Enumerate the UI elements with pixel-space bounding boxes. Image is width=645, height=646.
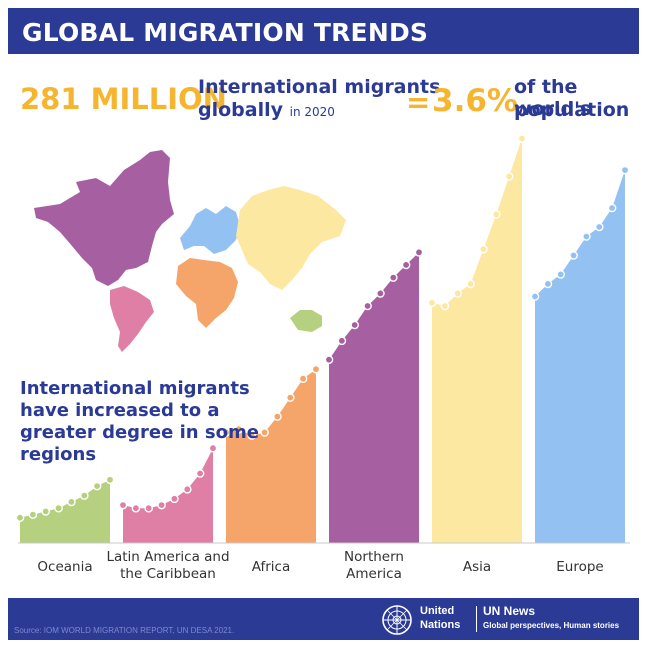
category-label-northern-america-1: America	[346, 566, 402, 582]
data-point-northern-america-4	[376, 289, 385, 298]
data-point-europe-3	[569, 251, 578, 260]
data-point-asia-1	[440, 301, 450, 311]
data-point-africa-6	[298, 374, 308, 384]
data-point-northern-america-2	[350, 320, 360, 330]
data-point-latin-america-and-the-caribbean-0	[118, 500, 128, 510]
data-point-europe-2	[556, 270, 566, 279]
data-point-oceania-7	[105, 475, 115, 485]
un-wordmark: United Nations	[420, 604, 460, 632]
header-bar: GLOBAL MIGRATION TRENDS	[8, 8, 639, 54]
share-desc-line1: of the world's	[514, 76, 592, 120]
data-point-northern-america-0	[324, 355, 334, 365]
data-point-latin-america-and-the-caribbean-4	[170, 494, 179, 504]
data-point-asia-3	[466, 279, 475, 289]
migrants-year: in 2020	[289, 105, 335, 119]
data-point-oceania-4	[67, 497, 76, 507]
category-label-latin-america-and-the-caribbean-1: the Caribbean	[120, 566, 216, 582]
data-point-oceania-6	[92, 481, 102, 491]
data-point-latin-america-and-the-caribbean-1	[131, 503, 141, 513]
map-region-latin-america	[110, 286, 154, 352]
data-point-europe-0	[530, 292, 540, 301]
world-map	[34, 150, 346, 352]
data-point-oceania-1	[28, 510, 38, 519]
data-point-latin-america-and-the-caribbean-7	[208, 443, 218, 453]
migrants-desc-line2: globally in 2020	[198, 99, 335, 121]
area-latin-america-and-the-caribbean	[123, 448, 213, 543]
source-note: Source: IOM WORLD MIGRATION REPORT, UN D…	[14, 626, 235, 635]
data-point-europe-6	[607, 203, 617, 213]
data-point-northern-america-3	[363, 301, 372, 311]
equals-sign: =	[406, 85, 431, 119]
data-point-latin-america-and-the-caribbean-5	[182, 484, 192, 494]
data-point-europe-5	[595, 222, 604, 232]
share-value: 3.6%	[432, 83, 518, 119]
un-wordmark-line2: Nations	[420, 619, 461, 631]
migrants-number: 281 MILLION	[20, 82, 227, 116]
data-point-asia-2	[453, 289, 463, 298]
data-point-asia-5	[491, 210, 501, 219]
map-region-europe	[180, 206, 240, 254]
migrants-desc-globally: globally	[198, 99, 283, 121]
area-northern-america	[329, 252, 419, 544]
share-desc-line2: population	[514, 99, 630, 121]
data-point-africa-3	[260, 428, 269, 437]
map-region-asia	[236, 186, 346, 290]
data-point-latin-america-and-the-caribbean-2	[144, 503, 153, 513]
data-point-africa-2	[247, 431, 256, 440]
footer-bar: Source: IOM WORLD MIGRATION REPORT, UN D…	[8, 598, 639, 640]
un-wordmark-line1: United	[420, 605, 455, 617]
category-label-asia-0: Asia	[463, 559, 491, 575]
area-europe	[535, 170, 625, 543]
data-point-oceania-0	[15, 513, 25, 523]
category-label-europe-0: Europe	[556, 559, 603, 575]
data-point-asia-0	[427, 298, 437, 308]
category-label-northern-america-0: Northern	[344, 549, 404, 565]
migrants-desc-line1: International migrants	[198, 76, 441, 98]
data-point-northern-america-1	[337, 336, 347, 346]
data-point-africa-4	[273, 412, 282, 421]
data-point-oceania-5	[80, 491, 89, 500]
data-point-northern-america-7	[414, 247, 424, 257]
data-point-latin-america-and-the-caribbean-3	[157, 500, 166, 510]
points-layer	[15, 134, 630, 523]
data-point-asia-6	[504, 172, 514, 181]
data-point-africa-5	[285, 393, 295, 402]
data-point-oceania-2	[41, 507, 51, 516]
data-point-africa-0	[221, 428, 231, 437]
data-point-africa-7	[311, 364, 321, 374]
area-asia	[432, 138, 522, 543]
areas-layer	[20, 138, 625, 544]
map-region-northern-america	[34, 150, 174, 286]
chart-headline: International migrants have increased to…	[20, 378, 259, 465]
map-region-oceania	[290, 310, 322, 332]
category-label-oceania-0: Oceania	[37, 559, 92, 575]
category-label-africa-0: Africa	[252, 559, 291, 575]
area-africa	[226, 369, 316, 543]
footer-divider	[476, 606, 477, 632]
page-title: GLOBAL MIGRATION TRENDS	[22, 18, 429, 47]
un-news-title: UN News	[483, 604, 536, 618]
data-point-africa-1	[234, 424, 244, 434]
data-point-northern-america-6	[401, 260, 411, 270]
data-point-europe-7	[620, 165, 630, 175]
data-point-oceania-3	[54, 503, 63, 513]
data-point-europe-1	[543, 279, 553, 289]
data-point-asia-7	[517, 134, 527, 143]
data-point-latin-america-and-the-caribbean-6	[195, 469, 205, 478]
data-point-northern-america-5	[388, 273, 398, 282]
un-emblem-icon	[382, 605, 412, 635]
un-news-tagline: Global perspectives, Human stories	[483, 621, 620, 630]
map-region-africa	[176, 258, 238, 328]
data-point-asia-4	[479, 244, 488, 254]
category-label-latin-america-and-the-caribbean-0: Latin America and	[106, 549, 229, 565]
data-point-europe-4	[582, 232, 591, 241]
